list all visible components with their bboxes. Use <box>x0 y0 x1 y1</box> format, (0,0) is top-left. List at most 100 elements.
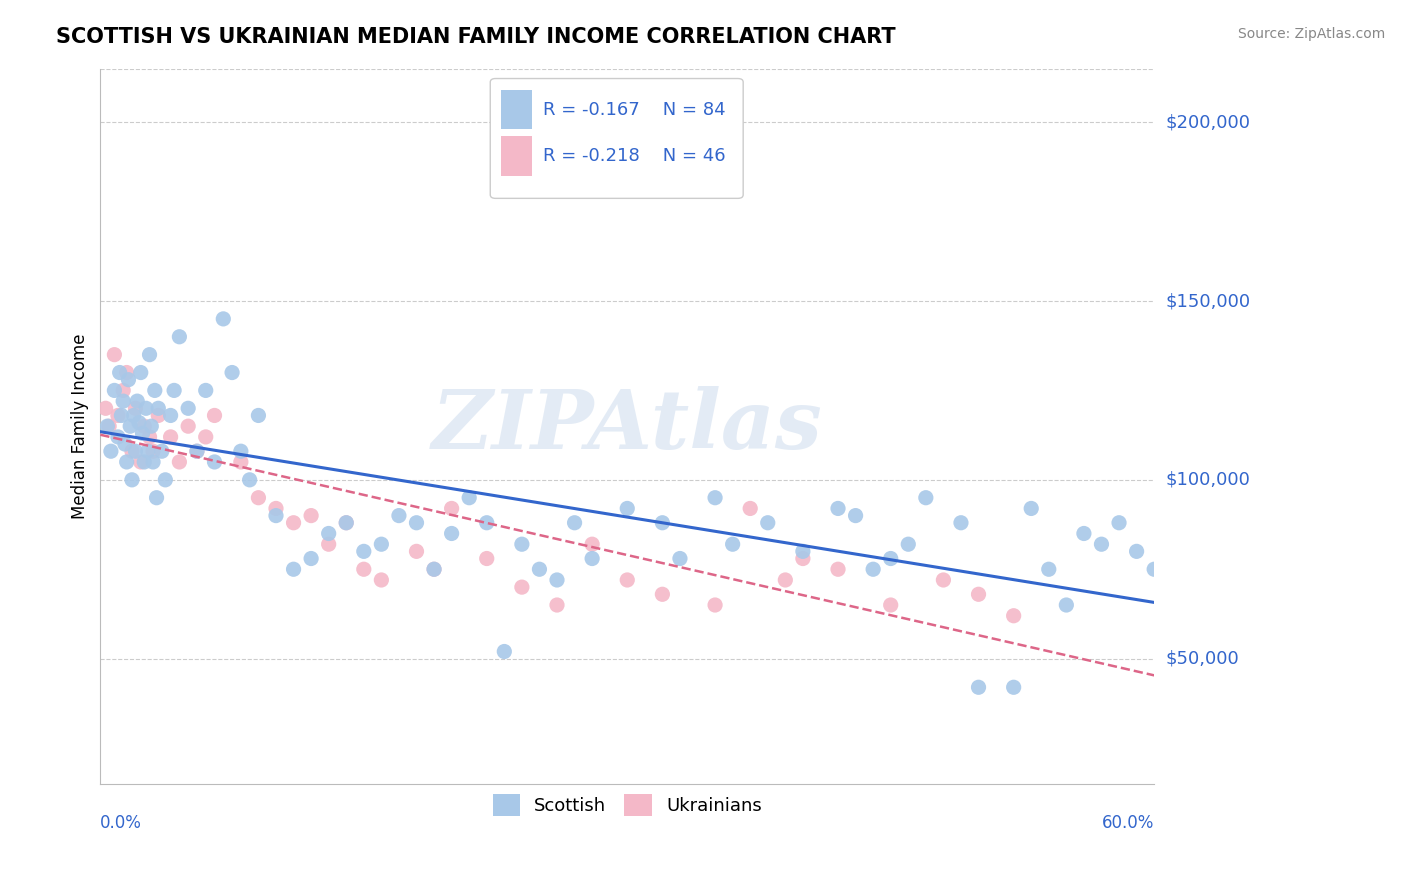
Legend: Scottish, Ukrainians: Scottish, Ukrainians <box>484 785 770 825</box>
Point <box>142 455 165 469</box>
Point <box>318 526 340 541</box>
Point <box>100 444 122 458</box>
Text: R = -0.218    N = 46: R = -0.218 N = 46 <box>543 147 725 165</box>
Text: $100,000: $100,000 <box>1166 471 1250 489</box>
Point <box>388 508 411 523</box>
Text: SCOTTISH VS UKRAINIAN MEDIAN FAMILY INCOME CORRELATION CHART: SCOTTISH VS UKRAINIAN MEDIAN FAMILY INCO… <box>56 27 896 46</box>
Point <box>239 473 262 487</box>
Point <box>740 501 762 516</box>
Text: $200,000: $200,000 <box>1166 113 1250 131</box>
Point <box>143 384 166 398</box>
Point <box>96 419 118 434</box>
Point <box>370 573 392 587</box>
Point <box>353 544 375 558</box>
Point <box>148 409 170 423</box>
Point <box>1019 501 1042 516</box>
Point <box>440 501 463 516</box>
Point <box>194 384 217 398</box>
Point <box>169 455 191 469</box>
Point <box>1108 516 1130 530</box>
Point <box>792 544 814 558</box>
Point <box>148 401 170 416</box>
Point <box>1038 562 1060 576</box>
Point <box>120 419 142 434</box>
Point <box>107 430 129 444</box>
Point <box>138 430 160 444</box>
Point <box>932 573 955 587</box>
Point <box>103 348 125 362</box>
Point <box>136 444 159 458</box>
Point <box>1073 526 1095 541</box>
Point <box>122 409 145 423</box>
Point <box>616 573 638 587</box>
Point <box>121 444 143 458</box>
Point <box>110 409 132 423</box>
Point <box>1002 680 1025 694</box>
Point <box>423 562 446 576</box>
Point <box>221 366 243 380</box>
Point <box>98 419 121 434</box>
Point <box>1143 562 1166 576</box>
Point <box>283 516 305 530</box>
Point <box>159 409 181 423</box>
Point <box>651 587 673 601</box>
Point <box>135 401 157 416</box>
Point <box>127 394 149 409</box>
Point <box>117 373 139 387</box>
Text: R = -0.167    N = 84: R = -0.167 N = 84 <box>543 101 725 119</box>
Point <box>1054 598 1077 612</box>
Text: Source: ZipAtlas.com: Source: ZipAtlas.com <box>1237 27 1385 41</box>
Point <box>94 401 117 416</box>
Point <box>115 366 138 380</box>
Point <box>121 473 143 487</box>
Point <box>704 598 727 612</box>
Text: 0.0%: 0.0% <box>100 814 142 832</box>
Point <box>212 311 235 326</box>
Point <box>1090 537 1112 551</box>
Point <box>546 598 568 612</box>
Point <box>880 598 903 612</box>
Point <box>186 444 208 458</box>
Point <box>299 551 322 566</box>
FancyBboxPatch shape <box>501 90 533 129</box>
Point <box>510 580 533 594</box>
Point <box>440 526 463 541</box>
Point <box>775 573 797 587</box>
Point <box>335 516 357 530</box>
Point <box>177 419 200 434</box>
Point <box>1125 544 1147 558</box>
Point <box>510 537 533 551</box>
Point <box>264 508 287 523</box>
Point <box>124 444 146 458</box>
Point <box>247 491 270 505</box>
Point <box>581 537 603 551</box>
Point <box>827 501 849 516</box>
Point <box>299 508 322 523</box>
Point <box>792 551 814 566</box>
Point <box>155 473 177 487</box>
Point <box>112 384 135 398</box>
Point <box>131 426 153 441</box>
Point <box>405 544 427 558</box>
Point <box>529 562 551 576</box>
Point <box>283 562 305 576</box>
Point <box>150 444 173 458</box>
Point <box>1002 608 1025 623</box>
Point <box>721 537 744 551</box>
Point <box>862 562 884 576</box>
Point <box>423 562 446 576</box>
Text: 60.0%: 60.0% <box>1102 814 1154 832</box>
Point <box>103 384 125 398</box>
Point <box>204 409 226 423</box>
Point <box>967 587 990 601</box>
Point <box>177 401 200 416</box>
Point <box>335 516 357 530</box>
Point <box>108 366 131 380</box>
Point <box>318 537 340 551</box>
Point <box>229 455 252 469</box>
Point <box>370 537 392 551</box>
Point <box>475 551 498 566</box>
Point <box>827 562 849 576</box>
Point <box>134 455 156 469</box>
Point <box>107 409 129 423</box>
